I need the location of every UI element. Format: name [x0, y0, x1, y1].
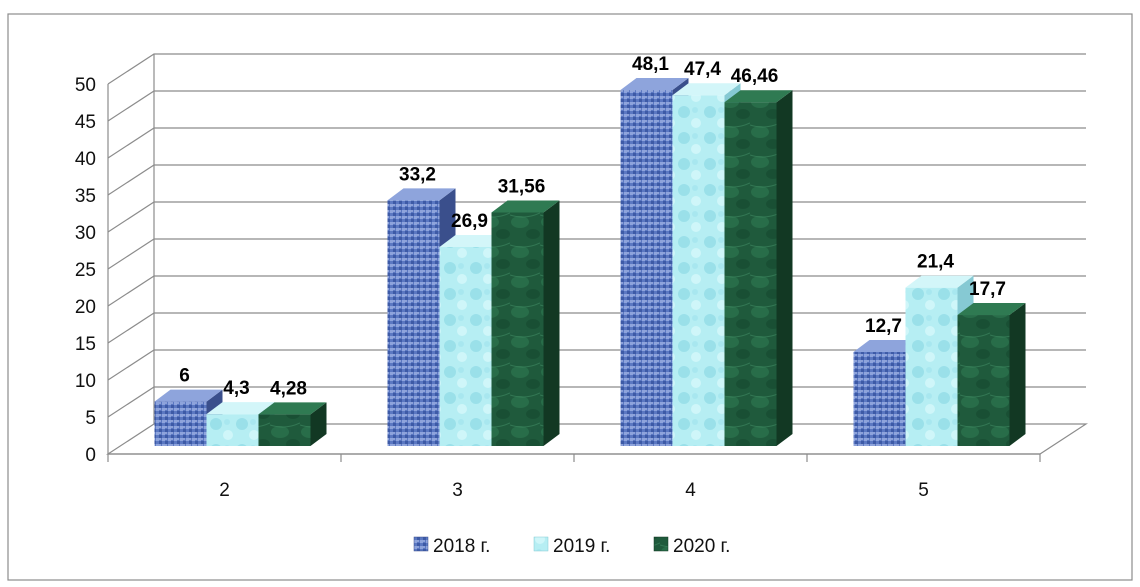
bar-top [491, 200, 560, 213]
x-category-label: 5 [918, 480, 929, 501]
x-category-label: 2 [219, 480, 230, 501]
bar-top [154, 389, 223, 402]
bar-front [206, 414, 259, 446]
bar-top [672, 83, 741, 96]
bar-front [620, 90, 673, 446]
bar-front [905, 287, 958, 446]
bar-front [258, 414, 311, 446]
data-label: 6 [179, 366, 190, 387]
bar-top [724, 90, 793, 103]
legend: 2018 г. 2019 г. 2020 г. [413, 536, 730, 557]
bar-side [1009, 303, 1026, 446]
bar-front [439, 246, 492, 446]
y-tick-label: 30 [75, 223, 96, 244]
bar-side [310, 402, 327, 446]
data-label: 12,7 [865, 316, 902, 337]
data-label: 47,4 [684, 59, 721, 80]
bar-side [543, 200, 560, 446]
bar [724, 90, 793, 447]
data-labels: 6 4,3 4,28 33,2 26,9 31,56 48,1 47,4 46,46 12,7 21… [179, 54, 1006, 399]
bar [258, 402, 327, 446]
data-label: 31,56 [498, 176, 546, 197]
bar-front [957, 315, 1010, 446]
bar-top [853, 340, 922, 353]
bar-front [387, 200, 440, 446]
data-label: 33,2 [399, 164, 436, 185]
bar-front [491, 212, 544, 446]
y-tick-label: 50 [75, 75, 96, 96]
bar-front [724, 102, 777, 447]
y-tick-label: 5 [85, 408, 96, 429]
y-tick-label: 25 [75, 260, 96, 281]
legend-label: 2018 г. [433, 536, 490, 557]
bar-front [853, 352, 906, 446]
y-tick-label: 0 [85, 445, 96, 466]
bar [957, 303, 1026, 446]
bar-front [154, 401, 207, 446]
bar-front [672, 95, 725, 447]
legend-swatch [413, 536, 429, 552]
y-tick-label: 40 [75, 149, 96, 170]
data-label: 26,9 [451, 211, 488, 232]
data-label: 46,46 [731, 66, 779, 87]
y-tick-label: 10 [75, 371, 96, 392]
bar-top [387, 188, 456, 201]
bar [491, 200, 560, 446]
bar-side [776, 90, 793, 447]
bar-top [439, 234, 508, 247]
y-tick-label: 35 [75, 186, 96, 207]
data-label: 4,3 [223, 378, 249, 399]
legend-label: 2020 г. [673, 536, 730, 557]
y-tick-label: 20 [75, 297, 96, 318]
x-category-label: 3 [452, 480, 463, 501]
y-tick-label: 15 [75, 334, 96, 355]
y-axis: 0 5 10 15 20 25 30 35 40 45 50 [75, 75, 109, 466]
legend-swatch [533, 536, 549, 552]
y-tick-label: 45 [75, 112, 96, 133]
data-label: 4,28 [270, 378, 307, 399]
legend-label: 2019 г. [553, 536, 610, 557]
bars [154, 78, 1026, 447]
bar-top [258, 402, 327, 415]
legend-swatch [653, 536, 669, 552]
x-axis: 2 3 4 5 [107, 453, 1041, 501]
data-label: 21,4 [917, 252, 954, 273]
data-label: 48,1 [632, 54, 669, 75]
bar-top [905, 275, 974, 288]
bar-top [957, 303, 1026, 316]
bar-top [620, 78, 689, 91]
x-category-label: 4 [685, 480, 696, 501]
bar-top [206, 402, 275, 415]
gridline [107, 53, 1086, 85]
data-label: 17,7 [969, 279, 1006, 300]
